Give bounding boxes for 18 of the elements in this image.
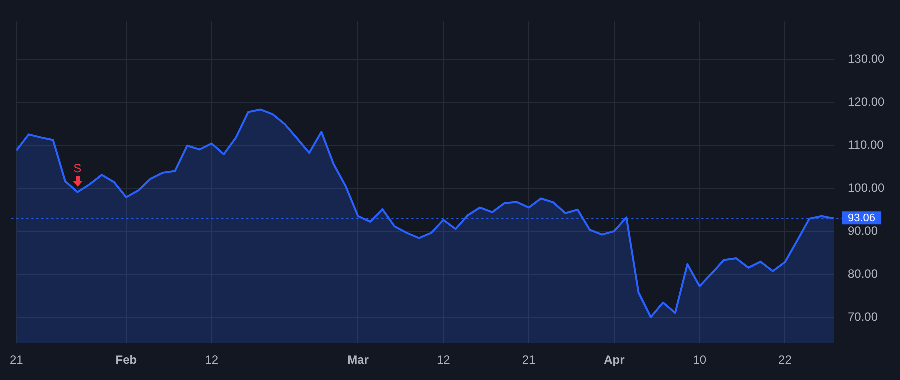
x-tick-label: 21 <box>522 353 536 368</box>
y-tick-label: 120.00 <box>848 95 886 110</box>
annotation: S <box>74 162 82 176</box>
y-tick-label: 100.00 <box>848 181 886 196</box>
x-tick-label: 12 <box>205 353 219 368</box>
ref-line-label: 93.06 <box>848 212 876 225</box>
y-tick-label: 130.00 <box>848 52 886 66</box>
x-tick-label: Mar <box>348 353 370 368</box>
x-tick-label: 10 <box>693 353 707 368</box>
x-tick-label: 22 <box>778 353 792 368</box>
y-tick-label: 80.00 <box>848 267 878 282</box>
x-tick-label: Feb <box>116 353 138 368</box>
y-tick-label: 110.00 <box>848 138 884 152</box>
y-tick-label: 90.00 <box>848 224 878 238</box>
y-tick-label: 70.00 <box>848 310 878 324</box>
x-tick-label: 12 <box>436 353 451 368</box>
x-tick-label: 21 <box>10 353 24 368</box>
x-tick-label: Apr <box>604 353 626 368</box>
